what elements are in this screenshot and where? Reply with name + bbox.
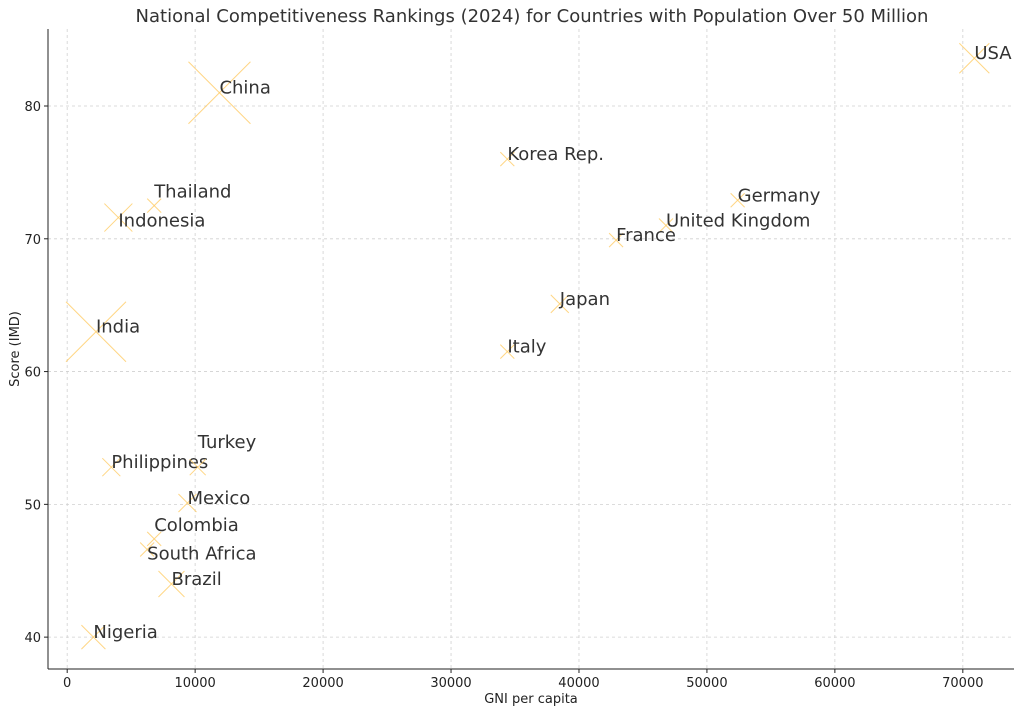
point-label: USA <box>974 43 1012 64</box>
data-point: Japan <box>550 289 610 314</box>
marker-x-stroke <box>730 192 745 208</box>
x-tick-label: 50000 <box>686 676 727 691</box>
data-point: Nigeria <box>81 622 158 650</box>
data-point: South Africa <box>139 542 257 564</box>
x-tick-label: 0 <box>63 676 71 691</box>
point-label: Indonesia <box>118 211 205 232</box>
point-label: Thailand <box>153 182 231 203</box>
point-label: China <box>219 78 270 99</box>
x-tick-label: 30000 <box>430 676 471 691</box>
marker-x-stroke <box>158 570 185 598</box>
marker-x-stroke <box>608 232 624 248</box>
marker-x-stroke <box>658 218 674 233</box>
marker-x-stroke <box>146 198 162 213</box>
point-label: Germany <box>738 185 821 206</box>
point-label: Korea Rep. <box>507 144 604 165</box>
x-tick-label: 70000 <box>942 676 983 691</box>
data-point: USA <box>958 42 1012 74</box>
x-tick-label: 40000 <box>558 676 599 691</box>
point-label: Colombia <box>154 515 239 536</box>
data-point: Turkey <box>189 432 257 476</box>
data-point: Germany <box>730 185 821 208</box>
x-tick-label: 60000 <box>814 676 855 691</box>
y-tick-label: 70 <box>24 233 41 248</box>
marker-x-stroke <box>178 493 197 513</box>
y-tick-label: 40 <box>24 631 41 646</box>
point-label: Japan <box>559 289 610 310</box>
data-point: United Kingdom <box>658 211 810 233</box>
data-point: Indonesia <box>104 203 205 232</box>
marker-x-stroke <box>81 624 106 650</box>
marker-x-stroke <box>139 542 155 557</box>
marker-x-stroke <box>188 61 251 125</box>
point-label: France <box>616 225 676 246</box>
marker-x-stroke <box>104 203 133 232</box>
point-label: Philippines <box>111 452 208 473</box>
x-tick-label: 20000 <box>302 676 343 691</box>
point-label: Nigeria <box>93 622 157 643</box>
data-point: Philippines <box>101 452 208 477</box>
data-point: Thailand <box>146 182 232 213</box>
x-axis-label: GNI per capita <box>484 692 578 707</box>
chart-title: National Competitiveness Rankings (2024)… <box>136 6 929 27</box>
marker-x-stroke <box>550 294 570 314</box>
marker-x-stroke <box>146 531 162 547</box>
y-tick-label: 80 <box>24 100 41 115</box>
marker-x-stroke <box>101 457 121 477</box>
marker-x-stroke <box>499 344 515 360</box>
point-label: United Kingdom <box>666 211 810 232</box>
point-label: Turkey <box>197 432 257 453</box>
marker-x-stroke <box>189 458 207 476</box>
data-point: France <box>608 225 676 248</box>
data-point: Brazil <box>158 569 222 598</box>
data-point: Korea Rep. <box>499 144 604 167</box>
x-tick-label: 10000 <box>174 676 215 691</box>
marker-x-stroke <box>958 42 990 74</box>
data-point: Mexico <box>178 488 250 513</box>
marker-x-stroke <box>499 151 515 167</box>
point-label: Brazil <box>171 569 221 590</box>
point-label: India <box>96 317 140 338</box>
marker-x-stroke <box>65 301 127 363</box>
point-label: South Africa <box>147 543 256 564</box>
data-point: Italy <box>499 337 547 360</box>
data-point: Colombia <box>146 515 239 547</box>
y-tick-label: 60 <box>24 366 41 381</box>
point-label: Italy <box>507 337 546 358</box>
data-point: China <box>188 61 271 125</box>
y-tick-label: 50 <box>24 498 41 513</box>
y-axis-label: Score (IMD) <box>8 311 23 387</box>
data-point: India <box>65 301 140 363</box>
point-label: Mexico <box>187 488 250 509</box>
